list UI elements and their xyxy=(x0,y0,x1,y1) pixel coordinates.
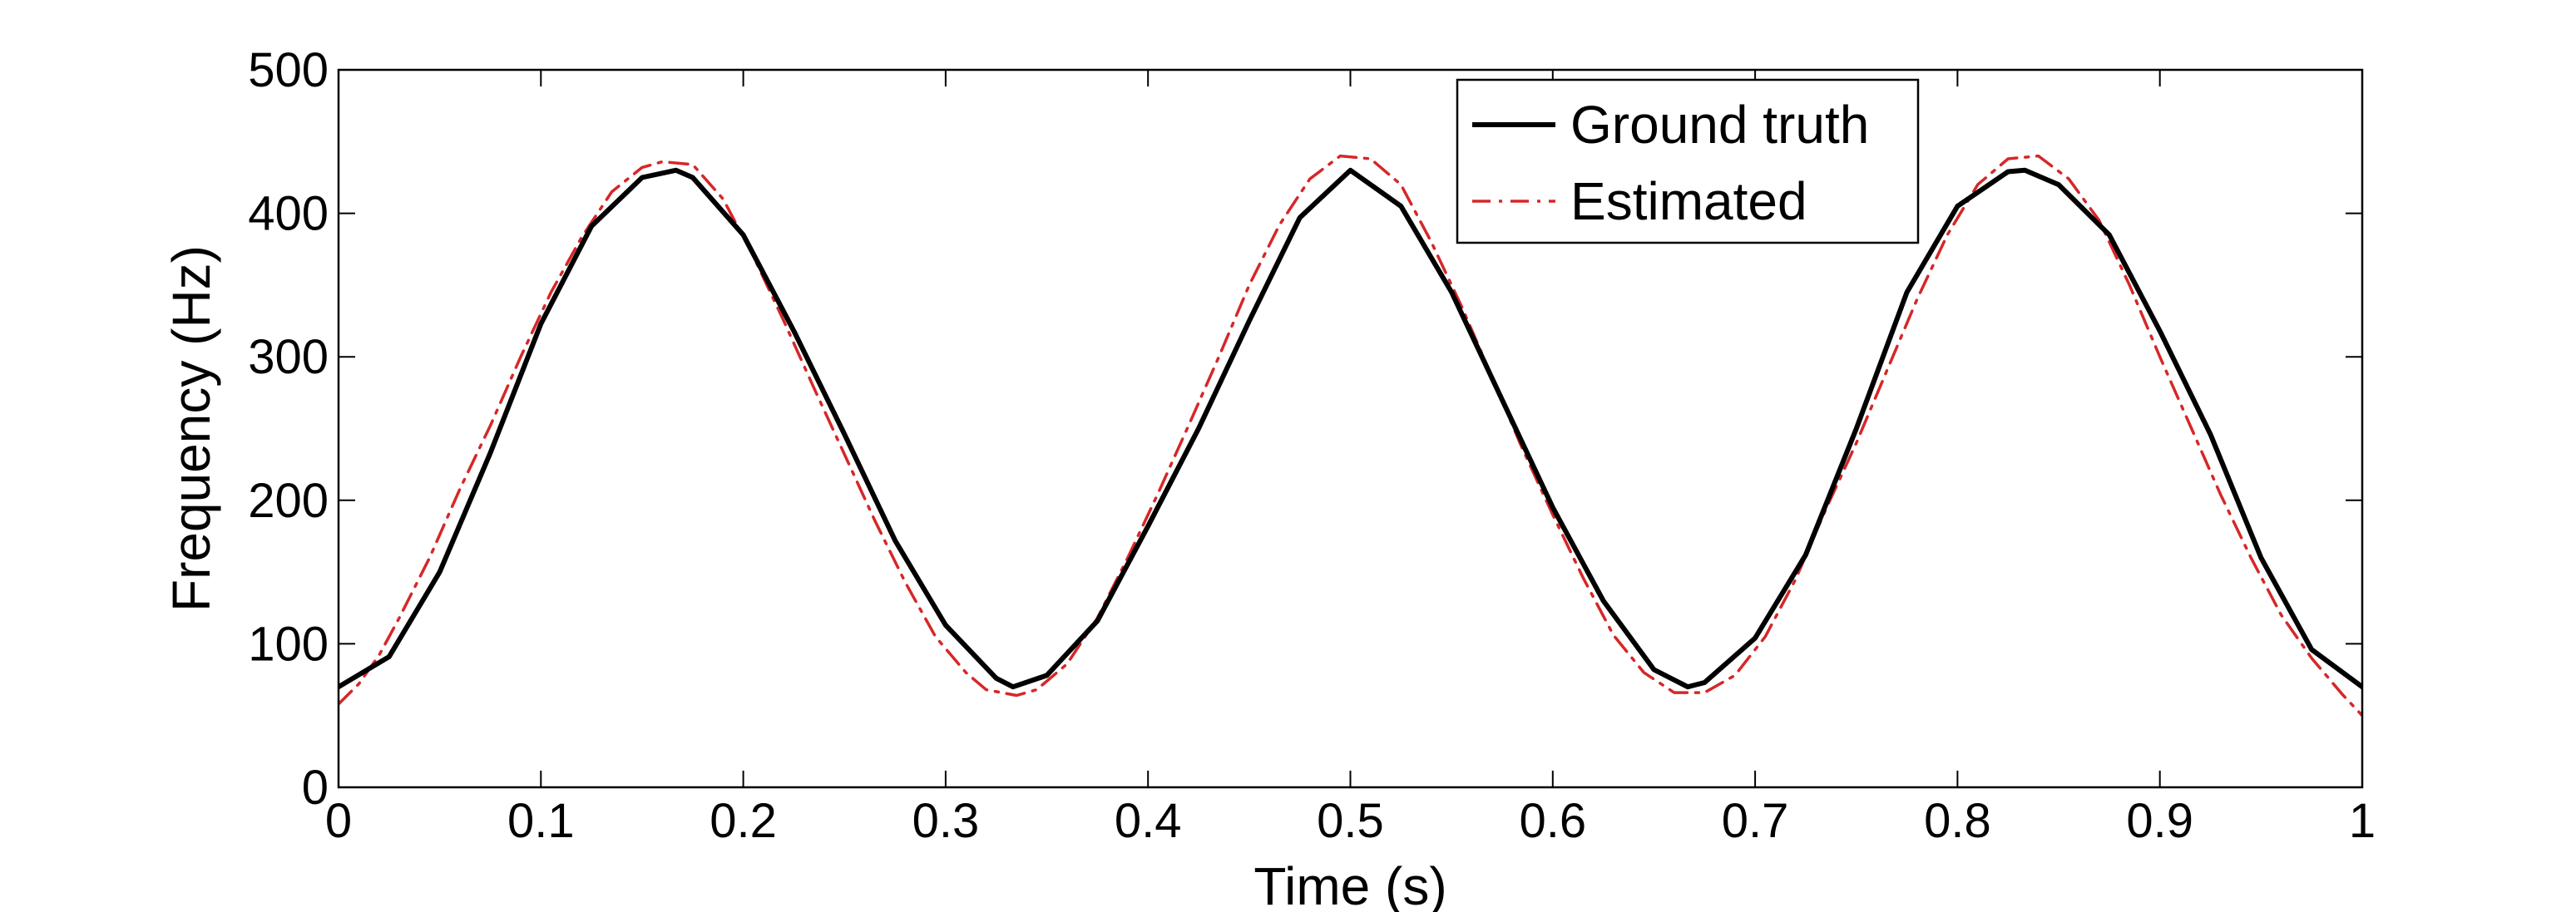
legend: Ground truth Estimated xyxy=(1456,78,1920,244)
x-tick-label: 0.5 xyxy=(1317,794,1384,848)
legend-label-ground-truth: Ground truth xyxy=(1570,95,1869,155)
x-tick-label: 0.9 xyxy=(2126,794,2193,848)
x-tick-label: 0.2 xyxy=(710,794,777,848)
x-tick-label: 0.4 xyxy=(1115,794,1182,848)
ticks-layer: 0 0.1 0.2 0.3 0.4 0.5 0.6 0.7 0.8 0.9 1 0 100 200 300 4… xyxy=(248,43,2376,848)
y-tick-label: 400 xyxy=(248,187,329,241)
x-tick-label: 0.3 xyxy=(912,794,980,848)
y-axis-label: Frequency (Hz) xyxy=(161,245,221,612)
series-layer xyxy=(339,154,2362,717)
x-tick-label: 1 xyxy=(2349,794,2376,848)
y-tick-label: 100 xyxy=(248,617,329,671)
legend-box xyxy=(1456,78,1920,244)
y-tick-label: 0 xyxy=(302,761,329,815)
y-tick-label: 200 xyxy=(248,474,329,528)
legend-label-estimated: Estimated xyxy=(1570,171,1807,231)
y-tick-label: 300 xyxy=(248,330,329,384)
x-tick-label: 0.7 xyxy=(1722,794,1789,848)
series-line-estimated xyxy=(339,154,2362,717)
labels-layer: Time (s) Frequency (Hz) xyxy=(161,245,1447,912)
x-tick-label: 0 xyxy=(325,794,352,848)
x-tick-label: 0.8 xyxy=(1924,794,1991,848)
x-axis-label: Time (s) xyxy=(1253,856,1446,912)
series-line-ground-truth xyxy=(339,167,2362,690)
x-tick-label: 0.1 xyxy=(507,794,575,848)
y-tick-label: 500 xyxy=(248,43,329,97)
x-tick-label: 0.6 xyxy=(1519,794,1586,848)
